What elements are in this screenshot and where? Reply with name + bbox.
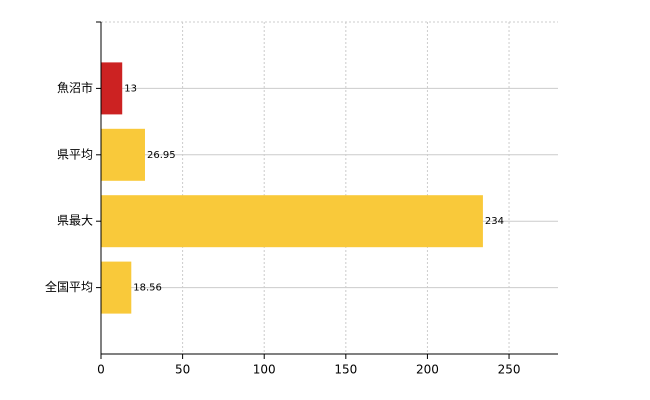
x-tick-label: 100 [253,363,276,377]
x-tick-label: 50 [175,363,190,377]
bar [101,195,483,248]
value-label: 26.95 [147,150,176,161]
y-tick-label: 県平均 [57,147,93,161]
y-tick-label: 全国平均 [45,279,93,294]
y-tick-label: 魚沼市 [57,80,93,95]
x-tick-label: 0 [97,363,105,377]
value-label: 18.56 [133,283,162,294]
bar [101,261,132,314]
bar [101,128,145,181]
x-tick-label: 250 [498,363,521,377]
x-tick-label: 200 [416,363,439,377]
value-label: 234 [485,216,504,227]
y-tick-label: 県最大 [57,214,93,228]
x-tick-label: 150 [334,363,357,377]
bar [101,62,123,115]
value-label: 13 [124,83,137,94]
